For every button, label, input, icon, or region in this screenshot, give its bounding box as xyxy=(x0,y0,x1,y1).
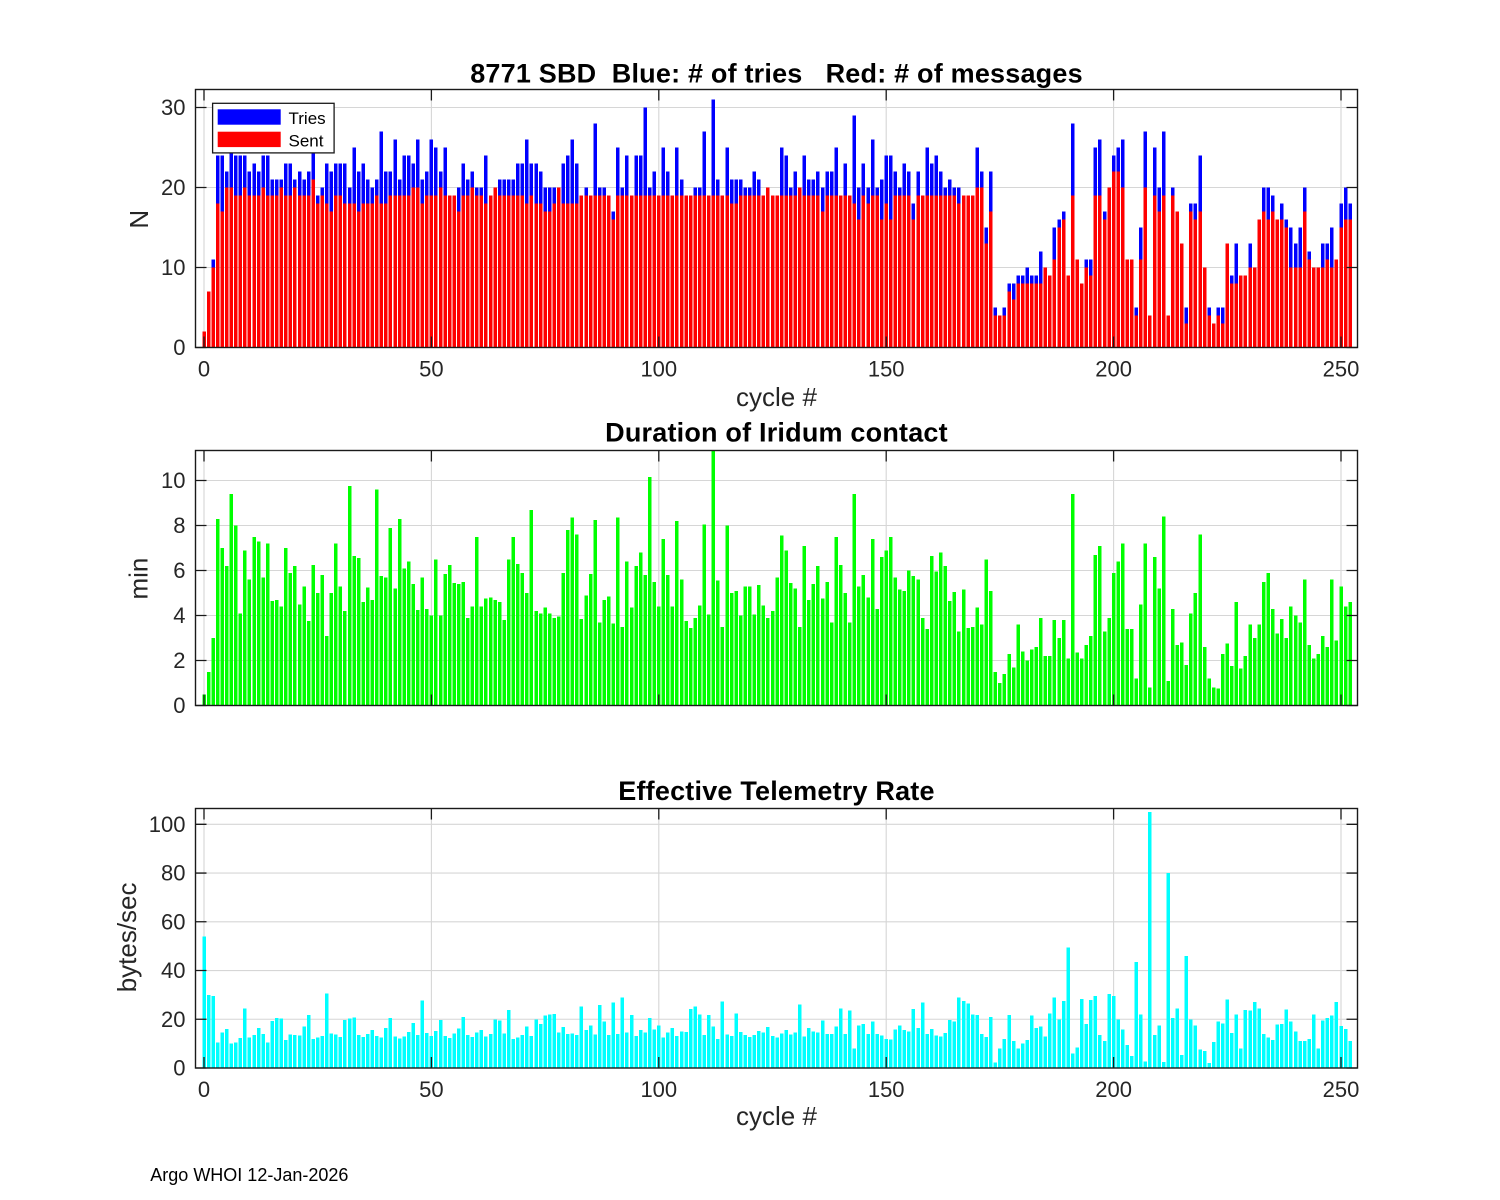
svg-text:4: 4 xyxy=(173,603,185,628)
svg-text:2: 2 xyxy=(173,648,185,673)
svg-text:150: 150 xyxy=(868,1077,905,1102)
svg-text:min: min xyxy=(124,558,154,600)
svg-text:100: 100 xyxy=(149,812,186,837)
svg-text:200: 200 xyxy=(1095,357,1132,382)
svg-text:40: 40 xyxy=(161,958,185,983)
svg-text:0: 0 xyxy=(173,1056,185,1081)
svg-text:150: 150 xyxy=(868,357,905,382)
svg-text:0: 0 xyxy=(173,693,185,718)
svg-text:20: 20 xyxy=(161,175,185,200)
svg-text:0: 0 xyxy=(173,335,185,360)
svg-text:N: N xyxy=(124,210,154,229)
svg-text:100: 100 xyxy=(640,1077,677,1102)
svg-text:Tries: Tries xyxy=(289,109,326,128)
svg-text:6: 6 xyxy=(173,558,185,583)
svg-text:0: 0 xyxy=(198,1077,210,1102)
svg-text:bytes/sec: bytes/sec xyxy=(112,882,142,992)
svg-text:50: 50 xyxy=(419,357,443,382)
svg-text:Duration of Iridum contact: Duration of Iridum contact xyxy=(605,418,948,448)
svg-text:0: 0 xyxy=(198,357,210,382)
svg-text:100: 100 xyxy=(640,357,677,382)
svg-text:50: 50 xyxy=(419,1077,443,1102)
svg-text:250: 250 xyxy=(1323,1077,1360,1102)
svg-text:250: 250 xyxy=(1323,357,1360,382)
svg-text:20: 20 xyxy=(161,1007,185,1032)
svg-text:10: 10 xyxy=(161,468,185,493)
svg-text:Argo WHOI 12-Jan-2026: Argo WHOI 12-Jan-2026 xyxy=(150,1165,348,1185)
svg-text:cycle #: cycle # xyxy=(736,1101,817,1131)
svg-text:60: 60 xyxy=(161,909,185,934)
svg-text:8: 8 xyxy=(173,513,185,538)
svg-text:200: 200 xyxy=(1095,1077,1132,1102)
svg-text:Sent: Sent xyxy=(289,132,324,151)
svg-text:cycle #: cycle # xyxy=(736,382,817,412)
svg-text:10: 10 xyxy=(161,255,185,280)
svg-text:8771 SBD Blue: # of tries R: 8771 SBD Blue: # of tries Red: # of mess… xyxy=(470,59,1083,89)
svg-text:Effective Telemetry Rate: Effective Telemetry Rate xyxy=(618,776,934,806)
svg-text:30: 30 xyxy=(161,95,185,120)
svg-text:80: 80 xyxy=(161,861,185,886)
